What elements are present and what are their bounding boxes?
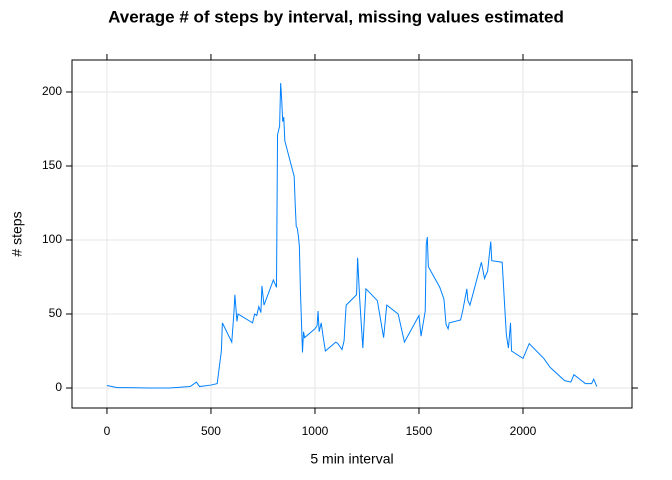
y-tick-label: 0	[55, 380, 62, 394]
x-tick-label: 1000	[302, 424, 329, 438]
x-tick-label: 500	[201, 424, 221, 438]
chart-title: Average # of steps by interval, missing …	[108, 7, 564, 26]
x-tick-label: 2000	[510, 424, 537, 438]
y-tick-label: 100	[42, 232, 62, 246]
y-tick-label: 150	[42, 158, 62, 172]
x-axis-label: 5 min interval	[310, 451, 393, 467]
y-tick-label: 50	[49, 306, 63, 320]
x-tick-label: 0	[104, 424, 111, 438]
x-tick-label: 1500	[406, 424, 433, 438]
y-axis-label: # steps	[9, 211, 25, 256]
data-line	[106, 83, 598, 389]
y-tick-label: 200	[42, 84, 62, 98]
plot-frame	[71, 59, 633, 409]
